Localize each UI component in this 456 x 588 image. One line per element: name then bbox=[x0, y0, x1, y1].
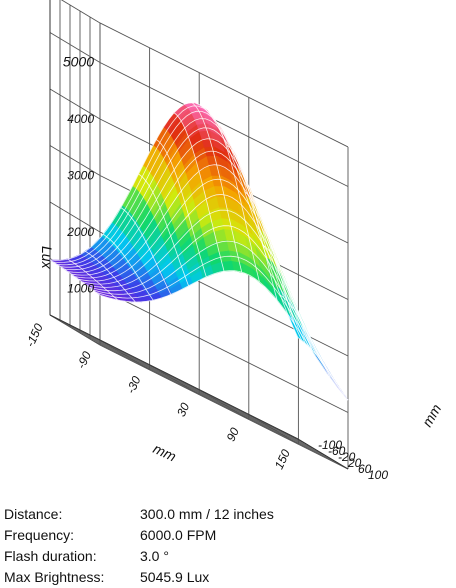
grid-line bbox=[99, 22, 349, 148]
y-tick-label: 20 bbox=[347, 456, 362, 470]
info-value: 300.0 mm / 12 inches bbox=[140, 506, 274, 522]
grid-line bbox=[49, 201, 101, 233]
wire-line bbox=[49, 102, 299, 338]
info-label: Frequency: bbox=[4, 527, 75, 543]
info-label: Flash duration: bbox=[4, 548, 97, 564]
x-axis-label: mm bbox=[151, 440, 179, 465]
wire-line bbox=[78, 178, 327, 369]
plot-box-grid bbox=[49, 0, 349, 470]
axis-ticks: 1000 2000 3000 4000 5000 -150 -90 -30 30 90 150 -10… bbox=[23, 54, 388, 483]
info-value: 3.0 ° bbox=[140, 548, 169, 564]
x-tick-label: 30 bbox=[174, 400, 192, 418]
info-row-frequency: Frequency: 6000.0 FPM bbox=[4, 525, 444, 546]
x-tick-label: -90 bbox=[74, 349, 94, 371]
axis-edge bbox=[297, 438, 349, 470]
info-value: 6000.0 FPM bbox=[140, 527, 217, 543]
wire-line bbox=[96, 255, 345, 396]
grid-line bbox=[49, 145, 101, 176]
grid-line bbox=[99, 62, 349, 187]
wire-line bbox=[89, 225, 338, 385]
x-tick-label: 150 bbox=[272, 447, 293, 471]
wire-line bbox=[74, 164, 324, 364]
surface-plot: 1000 2000 3000 4000 5000 -150 -90 -30 30 90 150 -10… bbox=[23, 0, 445, 483]
wire-line bbox=[92, 240, 342, 391]
surface-wireframe bbox=[49, 102, 349, 401]
grid-line bbox=[79, 332, 329, 458]
z-tick-label: 4000 bbox=[67, 112, 94, 126]
grid-line bbox=[49, 32, 101, 63]
z-tick-label: 1000 bbox=[67, 282, 94, 296]
info-label: Max Brightness: bbox=[4, 569, 105, 585]
wire-line bbox=[82, 194, 331, 375]
grid-line bbox=[99, 344, 349, 470]
wire-line bbox=[99, 270, 349, 401]
z-tick-label: 5000 bbox=[63, 54, 94, 70]
wire-line bbox=[53, 105, 302, 341]
info-row-flash-duration: Flash duration: 3.0 ° bbox=[4, 546, 444, 567]
z-axis-label: Lux bbox=[39, 246, 55, 270]
x-tick-label: 90 bbox=[224, 425, 242, 443]
z-tick-label: 3000 bbox=[67, 169, 94, 183]
grid-line bbox=[89, 338, 339, 464]
y-axis-label: mm bbox=[419, 401, 445, 429]
grid-line bbox=[49, 88, 101, 120]
grid-line bbox=[60, 0, 101, 24]
y-tick-label: -20 bbox=[338, 450, 356, 464]
y-tick-label: -60 bbox=[328, 444, 346, 458]
y-tick-label: 100 bbox=[368, 468, 388, 482]
axis-edge bbox=[49, 314, 299, 440]
y-tick-label: 60 bbox=[358, 462, 372, 476]
wire-line bbox=[64, 127, 313, 351]
wire-line bbox=[57, 110, 306, 344]
grid-line bbox=[59, 320, 309, 446]
info-row-max-brightness: Max Brightness: 5045.9 Lux bbox=[4, 567, 444, 588]
y-tick-label: -100 bbox=[318, 438, 342, 452]
wire-line bbox=[85, 209, 335, 380]
grid-line bbox=[69, 326, 319, 452]
x-tick-label: -150 bbox=[23, 321, 46, 349]
x-tick-label: -30 bbox=[124, 374, 144, 396]
info-panel: Distance: 300.0 mm / 12 inches Frequency… bbox=[4, 504, 444, 588]
z-tick-label: 2000 bbox=[66, 225, 94, 239]
info-label: Distance: bbox=[4, 506, 63, 522]
info-row-distance: Distance: 300.0 mm / 12 inches bbox=[4, 504, 444, 525]
grid-line bbox=[99, 288, 349, 413]
info-value: 5045.9 Lux bbox=[140, 569, 210, 585]
